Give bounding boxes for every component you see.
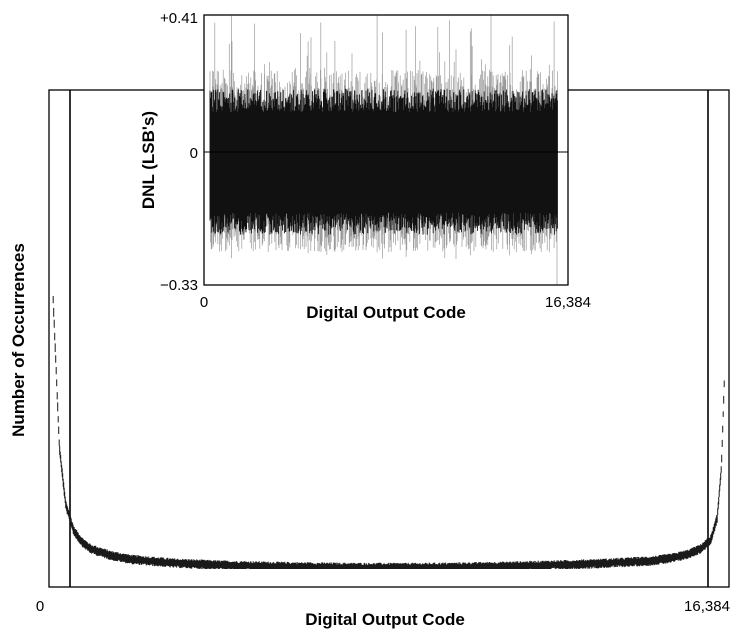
inset-y-axis-title: DNL (LSB's) <box>139 111 158 209</box>
inset-x-tick-min: 0 <box>200 294 208 311</box>
inset-x-tick-max: 16,384 <box>545 294 591 311</box>
main-x-axis-title: Digital Output Code <box>305 610 465 629</box>
inset-y-tick-zero: 0 <box>190 145 198 162</box>
inset-dnl-series <box>209 15 558 285</box>
main-y-axis-title: Number of Occurrences <box>9 243 28 437</box>
main-histogram-series <box>52 296 725 569</box>
inset-y-tick-max: +0.41 <box>160 10 198 27</box>
inset-y-tick-min: −0.33 <box>160 277 198 294</box>
inset-x-axis-title: Digital Output Code <box>306 303 466 322</box>
main-histogram-trace <box>52 296 725 569</box>
main-x-tick-max: 16,384 <box>684 598 730 615</box>
main-x-tick-min: 0 <box>36 598 44 615</box>
inset-dnl-core <box>209 88 558 235</box>
inset-plot-frame <box>203 14 569 286</box>
